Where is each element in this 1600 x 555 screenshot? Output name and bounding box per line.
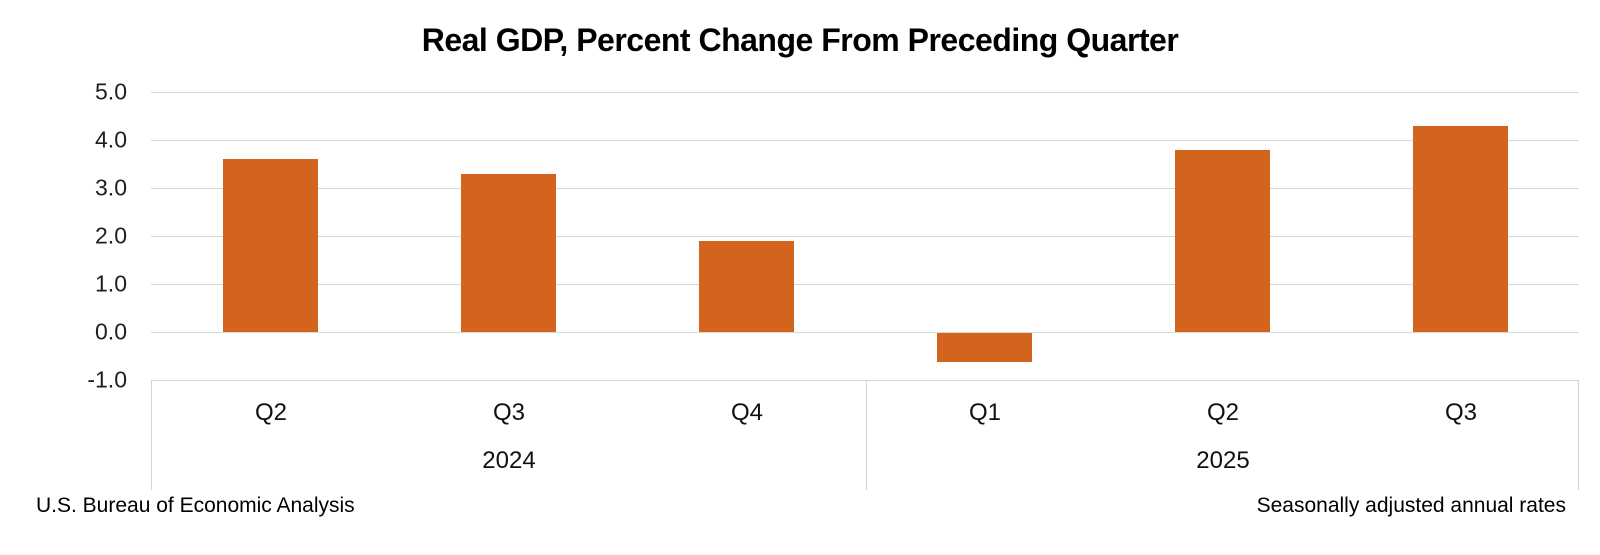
adjustment-note: Seasonally adjusted annual rates	[1256, 494, 1566, 517]
bar-Q2-3.8	[1174, 149, 1270, 332]
x-axis-category-box: Q2 Q3 Q4 Q1 Q2 Q3 2024 2025	[151, 380, 1579, 490]
y-tick-label: -1.0	[87, 366, 127, 393]
gridline	[151, 284, 1579, 285]
bar-Q3-4.3	[1412, 125, 1508, 332]
category-label: Q3	[492, 399, 525, 426]
category-label: Q2	[254, 399, 287, 426]
category-label: Q4	[730, 399, 763, 426]
bar-Q3-3.3	[460, 173, 556, 332]
y-tick-label: 3.0	[95, 174, 127, 201]
chart-title: Real GDP, Percent Change From Preceding …	[421, 22, 1179, 58]
category-label: Q2	[1206, 399, 1239, 426]
group-divider	[866, 381, 867, 490]
gridline	[151, 140, 1579, 141]
y-tick-label: 1.0	[95, 270, 127, 297]
y-tick-label: 0.0	[95, 318, 127, 345]
bar-Q2-3.6	[222, 159, 318, 332]
bar-Q4-1.9	[698, 240, 794, 332]
gridline	[151, 332, 1579, 333]
source-attribution: U.S. Bureau of Economic Analysis	[36, 494, 355, 517]
gridline	[151, 236, 1579, 237]
bar-Q1--0.6	[936, 333, 1032, 362]
gridline	[151, 188, 1579, 189]
gridline	[151, 92, 1579, 93]
group-year-label: 2024	[482, 447, 536, 474]
category-label: Q3	[1444, 399, 1477, 426]
y-tick-label: 2.0	[95, 222, 127, 249]
plot-area	[151, 92, 1579, 380]
y-tick-label: 4.0	[95, 126, 127, 153]
group-year-label: 2025	[1196, 447, 1250, 474]
category-label: Q1	[968, 399, 1001, 426]
y-tick-label: 5.0	[95, 78, 127, 105]
